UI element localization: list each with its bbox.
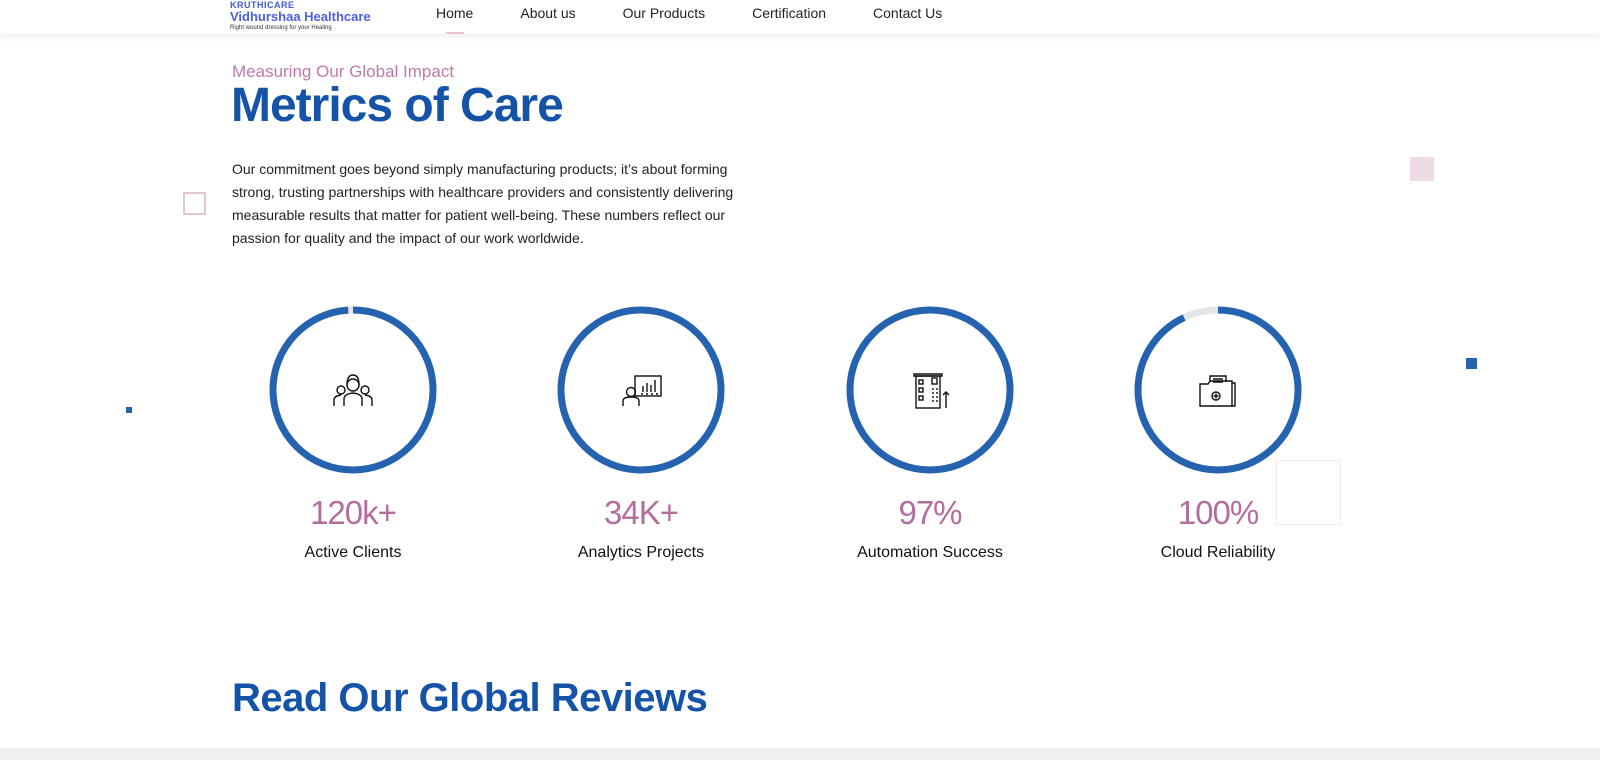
ring-progress xyxy=(269,306,437,474)
metric-card: 120k+ Active Clients xyxy=(263,304,443,562)
nav-certification[interactable]: Certification xyxy=(752,5,827,21)
metric-label: Active Clients xyxy=(304,544,402,561)
metric-card: 34K+ Analytics Projects xyxy=(551,304,731,562)
presentation-chart-icon xyxy=(622,375,662,406)
logo-small: KRUTHICARE xyxy=(230,0,295,10)
deco-square xyxy=(1466,358,1477,369)
metric-value: 120k+ xyxy=(310,494,397,531)
logo-brand: Vidhurshaa Healthcare xyxy=(230,9,371,24)
nav-home[interactable]: Home xyxy=(436,5,474,34)
deco-square xyxy=(1276,460,1341,525)
metric-card: 97% Automation Success xyxy=(840,304,1020,562)
nav-products[interactable]: Our Products xyxy=(622,5,706,21)
main-nav: Home About us Our Products Certification… xyxy=(436,5,989,34)
ring-progress xyxy=(846,306,1014,474)
next-section-band xyxy=(0,748,1600,760)
ring-progress xyxy=(1134,306,1302,474)
logo[interactable]: KRUTHICARE Vidhurshaa Healthcare Right w… xyxy=(230,0,371,31)
medical-folder-icon xyxy=(1199,375,1236,407)
section-kicker: Measuring Our Global Impact xyxy=(232,62,455,81)
metric-label: Automation Success xyxy=(857,544,1003,561)
ring-progress xyxy=(557,306,725,474)
metric-value: 97% xyxy=(898,494,962,531)
deco-square xyxy=(1410,157,1434,181)
deco-square xyxy=(183,192,206,215)
progress-ring xyxy=(846,306,1014,474)
section-description: Our commitment goes beyond simply manufa… xyxy=(232,161,734,246)
metric-card: 100% Cloud Reliability xyxy=(1128,304,1308,562)
progress-ring xyxy=(269,306,437,474)
people-group-icon xyxy=(333,374,373,406)
progress-ring xyxy=(1134,306,1302,474)
nav-contact[interactable]: Contact Us xyxy=(873,5,943,21)
deco-square xyxy=(126,407,132,413)
reviews-title: Read Our Global Reviews xyxy=(232,676,708,720)
metric-label: Analytics Projects xyxy=(577,544,705,561)
logo-tagline: Right wound dressing for your Healing xyxy=(230,25,332,31)
nav-about[interactable]: About us xyxy=(520,5,576,21)
metric-value: 100% xyxy=(1177,494,1259,531)
progress-ring xyxy=(557,306,725,474)
metric-label: Cloud Reliability xyxy=(1160,544,1276,561)
building-growth-icon xyxy=(913,373,950,409)
metric-value: 34K+ xyxy=(604,494,679,531)
section-title: Metrics of Care xyxy=(231,79,564,132)
site-header: KRUTHICARE Vidhurshaa Healthcare Right w… xyxy=(0,0,1600,34)
